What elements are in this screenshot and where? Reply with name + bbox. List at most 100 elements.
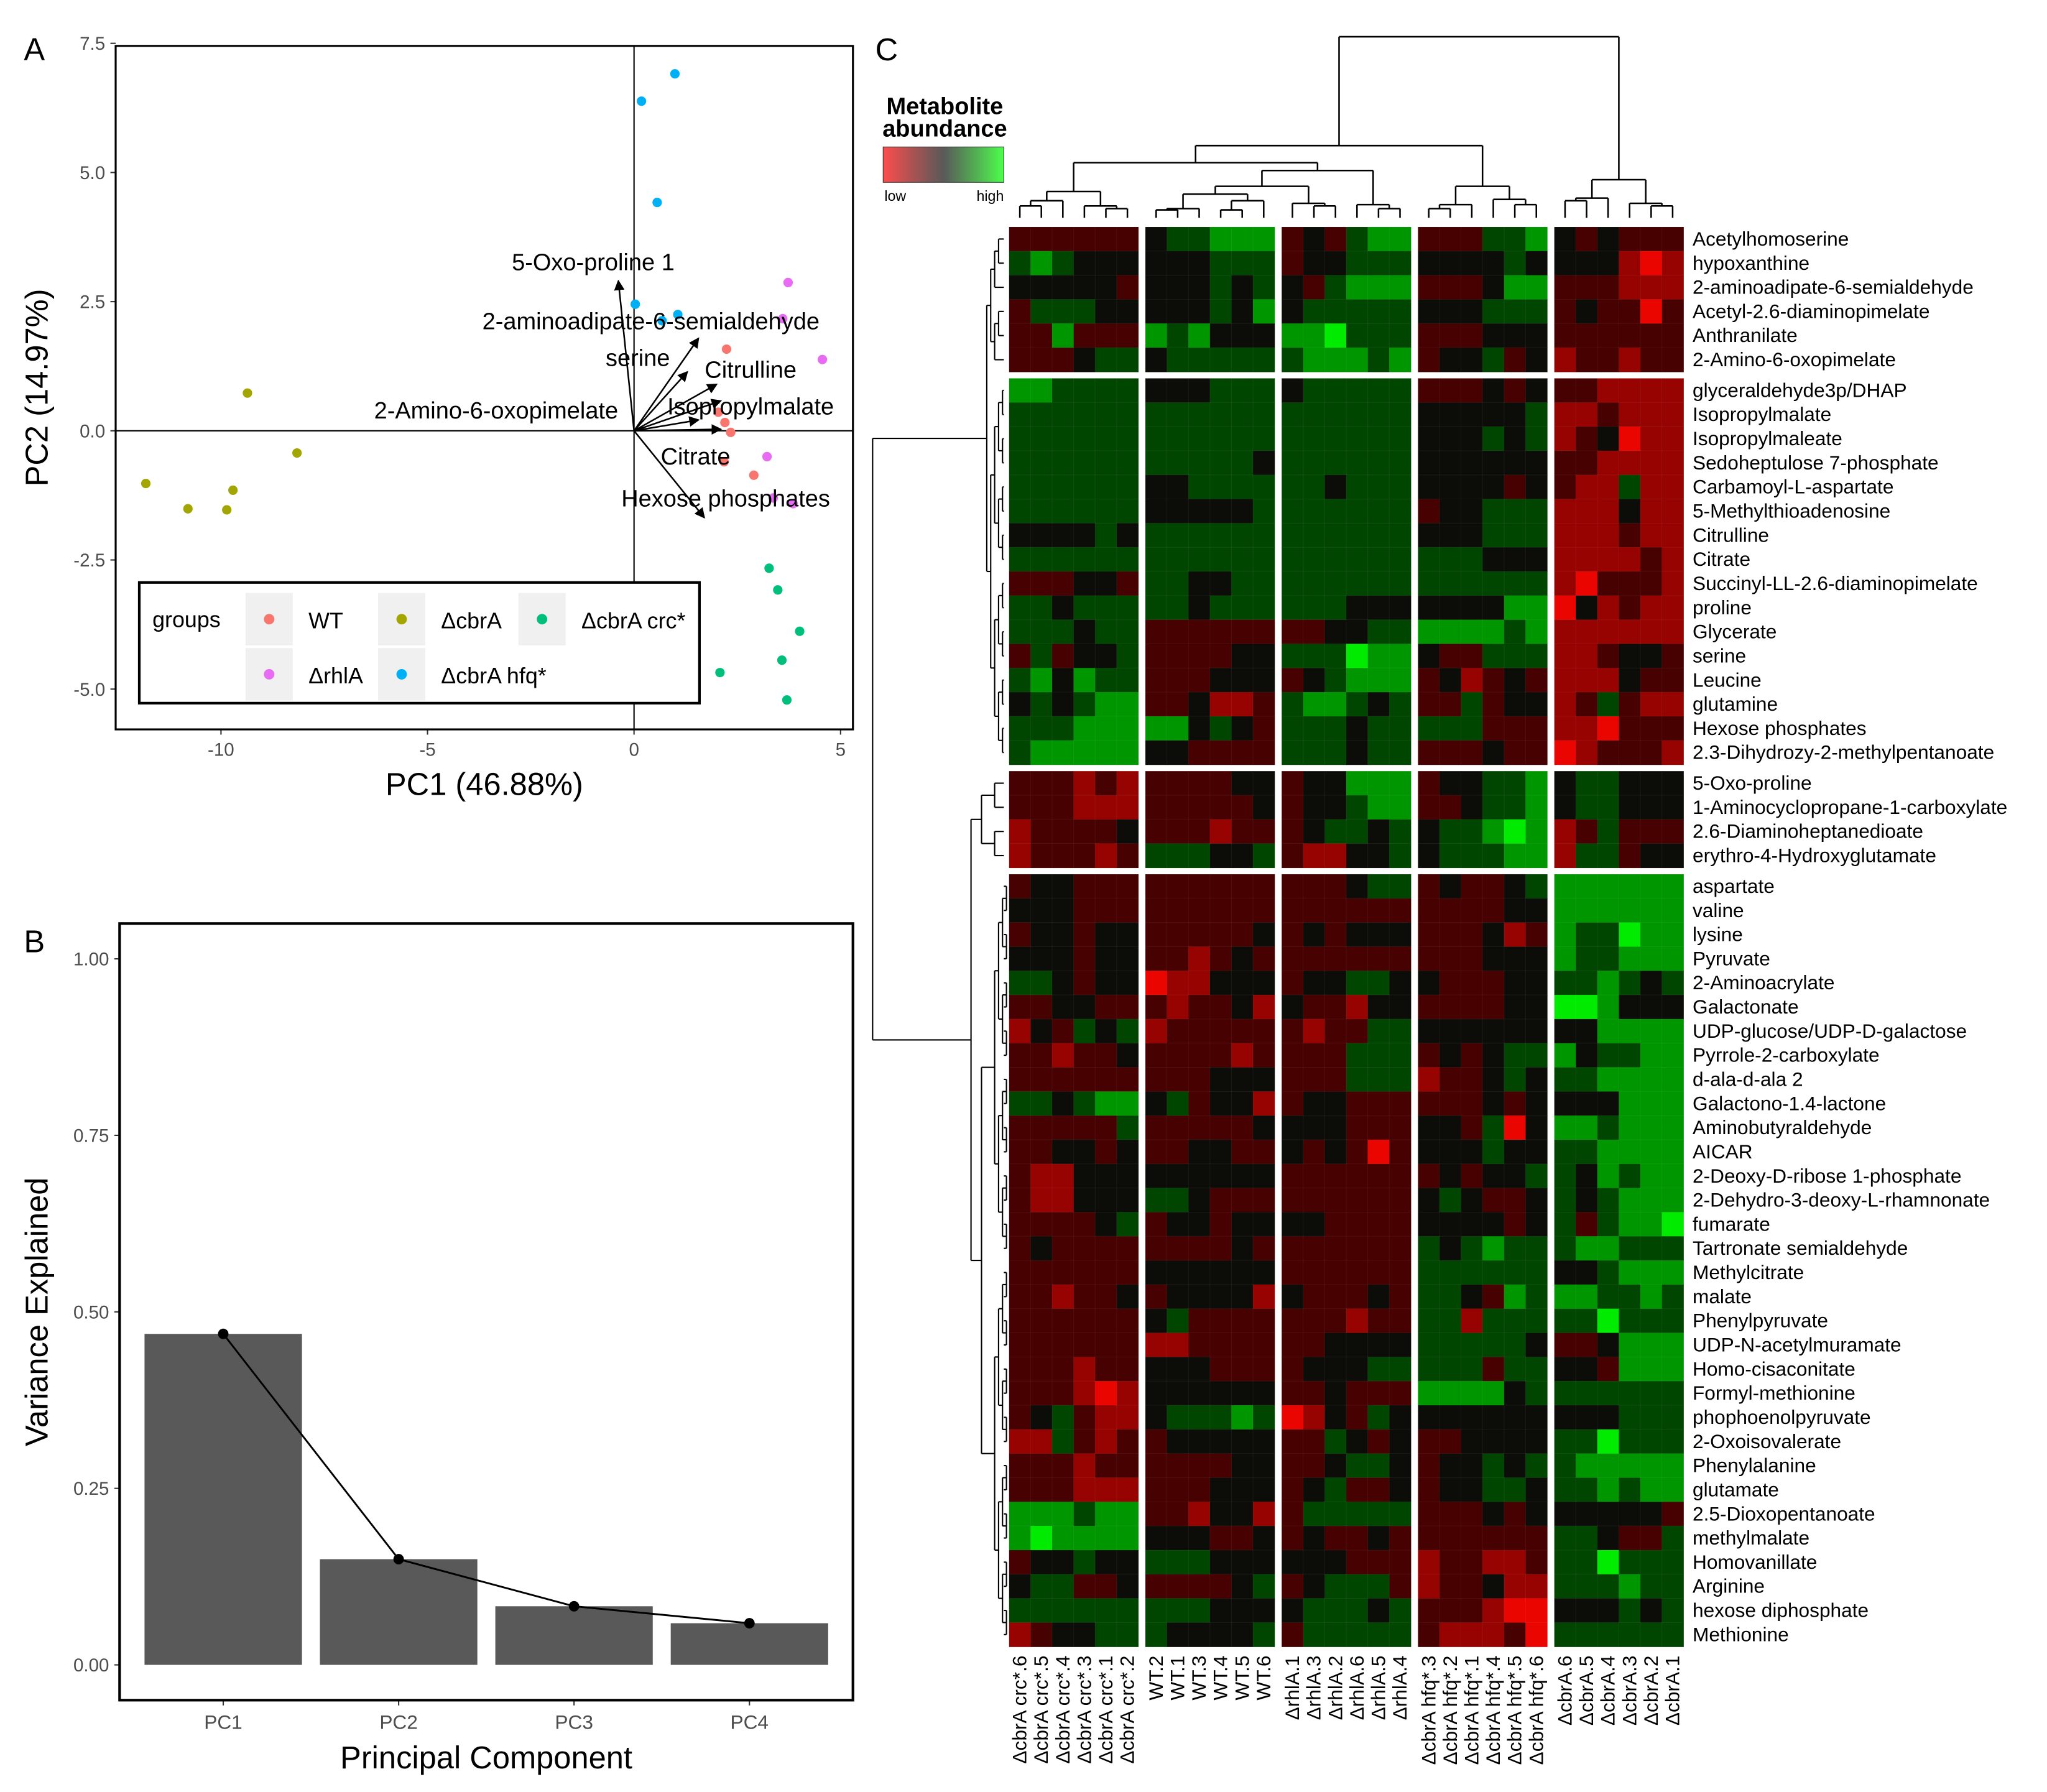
heatmap-cell [1618, 716, 1642, 741]
heatmap-cell [1209, 994, 1232, 1020]
heatmap-cell [1346, 740, 1369, 765]
data-point [749, 470, 759, 480]
heatmap-cell [1073, 426, 1096, 452]
heatmap-cell [1575, 1067, 1598, 1092]
heatmap-cell [1482, 770, 1505, 797]
variance-point [744, 1618, 755, 1628]
heatmap-cell [1461, 1139, 1484, 1165]
heatmap-cell [1167, 643, 1190, 669]
heatmap-cell [1597, 795, 1620, 820]
heatmap-cell [1252, 667, 1275, 693]
heatmap-cell [1188, 643, 1211, 669]
heatmap-cell [1482, 691, 1505, 718]
heatmap-cell [1554, 298, 1577, 325]
heatmap-cell [1324, 843, 1347, 869]
heatmap-cell [1461, 1163, 1484, 1189]
column-label: ΔcbrA hfq*.6 [1525, 1656, 1547, 1765]
heatmap-cell [1231, 474, 1254, 500]
heatmap-cell [1252, 795, 1275, 820]
heatmap-cell [1167, 819, 1190, 844]
heatmap-cell [1439, 1308, 1462, 1334]
heatmap-cell [1252, 1356, 1275, 1382]
heatmap-cell [1009, 898, 1032, 923]
heatmap-cell [1073, 1380, 1096, 1406]
heatmap-cell [1504, 1091, 1527, 1117]
heatmap-cell [1640, 619, 1663, 645]
heatmap-cell [1525, 1235, 1548, 1262]
heatmap-cell [1417, 1574, 1441, 1599]
heatmap-cell [1051, 547, 1074, 573]
heatmap-cell [1525, 1067, 1548, 1092]
data-point [783, 277, 793, 287]
heatmap-cell [1367, 226, 1390, 252]
legend: groups WT ΔcbrA ΔcbrA crc*ΔrhlA ΔcbrA hfq* [137, 581, 701, 704]
heatmap-cell [1094, 740, 1117, 765]
heatmap-cell [1554, 994, 1577, 1020]
heatmap-cell [1439, 571, 1462, 597]
heatmap-cell [1661, 946, 1684, 972]
variance-point [218, 1328, 229, 1339]
heatmap-cell [1554, 426, 1577, 452]
heatmap-cell [1525, 795, 1548, 820]
heatmap-cell [1324, 547, 1347, 573]
heatmap-cell [1116, 819, 1139, 844]
y-tick-label: 0.25 [73, 1479, 109, 1499]
heatmap-cell [1073, 1067, 1096, 1092]
heatmap-cell [1389, 922, 1412, 948]
heatmap-cell [1346, 770, 1369, 797]
heatmap-cell [1417, 547, 1441, 573]
heatmap-cell [1482, 1501, 1505, 1527]
heatmap-cell [1324, 819, 1347, 844]
data-point [715, 668, 725, 678]
heatmap-cell [1231, 1260, 1254, 1286]
heatmap-cell [1073, 1332, 1096, 1358]
heatmap-cell [1030, 1477, 1053, 1503]
heatmap-cell [1094, 1622, 1117, 1648]
heatmap-cell [1417, 1332, 1441, 1358]
heatmap-cell [1367, 1405, 1390, 1431]
heatmap-cell [1461, 1308, 1484, 1334]
heatmap-cell [1439, 740, 1462, 765]
x-tick-label: PC4 [730, 1711, 769, 1734]
heatmap-cell [1209, 1574, 1232, 1599]
heatmap-cell [1252, 874, 1275, 899]
heatmap-cell [1303, 1139, 1326, 1165]
heatmap-cell [1252, 1429, 1275, 1454]
heatmap-cell [1346, 1139, 1369, 1165]
heatmap-cell [1417, 1380, 1441, 1406]
heatmap-cell [1389, 667, 1412, 693]
heatmap-cell [1094, 347, 1117, 373]
heatmap-cell [1116, 499, 1139, 524]
heatmap-cell [1618, 402, 1642, 428]
heatmap-cell [1575, 1139, 1598, 1165]
heatmap-cell [1389, 1235, 1412, 1262]
heatmap-cell [1640, 275, 1663, 300]
heatmap-cell [1439, 499, 1462, 524]
heatmap-cell [1030, 1308, 1053, 1334]
row-label: Phenylalanine [1693, 1454, 1816, 1477]
heatmap-cell [1009, 1139, 1032, 1165]
heatmap-cell [1188, 740, 1211, 765]
heatmap-cell [1461, 691, 1484, 718]
heatmap-cell [1094, 1284, 1117, 1309]
heatmap-cell [1324, 1260, 1347, 1286]
heatmap-cell [1367, 667, 1390, 693]
heatmap-cell [1346, 994, 1369, 1020]
heatmap-cell [1188, 1405, 1211, 1431]
heatmap-cell [1525, 275, 1548, 300]
data-point [228, 485, 238, 495]
heatmap-cell [1167, 571, 1190, 597]
heatmap-cell [1417, 1308, 1441, 1334]
heatmap-cell [1051, 1091, 1074, 1117]
heatmap-cell [1167, 323, 1190, 349]
heatmap-cell [1303, 323, 1326, 349]
heatmap-cell [1324, 1622, 1347, 1648]
heatmap-cell [1281, 1235, 1304, 1262]
heatmap-cell [1094, 499, 1117, 524]
heatmap-cell [1303, 819, 1326, 844]
heatmap-cell [1661, 1091, 1684, 1117]
heatmap-cell [1116, 1115, 1139, 1141]
data-point [222, 505, 232, 515]
heatmap-cell [1281, 275, 1304, 300]
